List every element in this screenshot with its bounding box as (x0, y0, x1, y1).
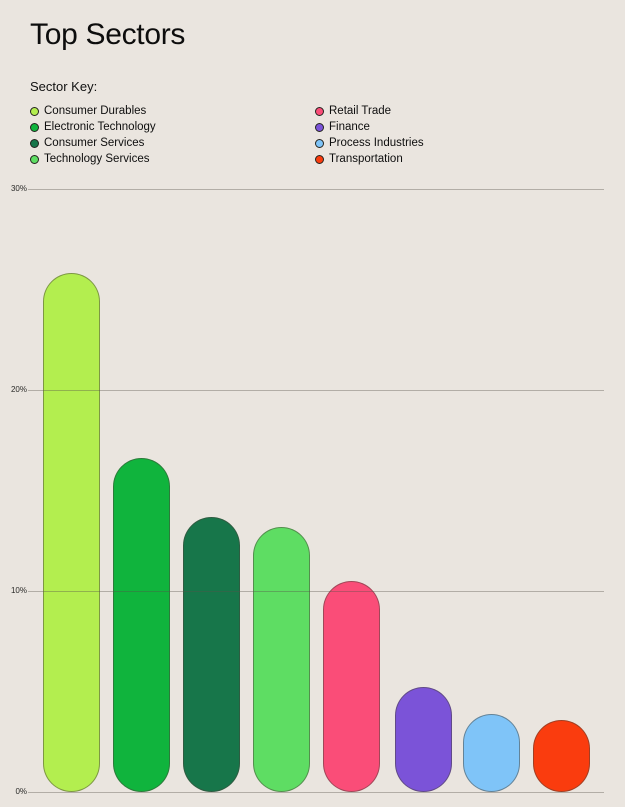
legend-item-label: Retail Trade (329, 105, 392, 117)
gridline-20pct (28, 389, 604, 391)
legend-item-transportation[interactable]: Transportation (315, 151, 424, 167)
legend-item-consumer-services[interactable]: Consumer Services (30, 135, 156, 151)
legend-item-label: Technology Services (44, 153, 150, 165)
bar-consumer-durables[interactable] (43, 273, 100, 792)
legend-item-label: Consumer Services (44, 137, 145, 149)
legend-item-label: Finance (329, 121, 370, 133)
bar-finance[interactable] (395, 687, 452, 792)
bar-electronic-technology[interactable] (113, 458, 170, 792)
legend-item-label: Electronic Technology (44, 121, 156, 133)
gridline-0pct (28, 791, 604, 793)
transportation-color-dot (315, 154, 324, 164)
legend-item-label: Process Industries (329, 137, 424, 149)
retail-trade-color-dot (315, 106, 324, 116)
legend-item-electronic-technology[interactable]: Electronic Technology (30, 119, 156, 135)
consumer-services-color-dot (30, 138, 39, 148)
legend-item-label: Consumer Durables (44, 105, 147, 117)
process-industries-color-dot (315, 138, 324, 148)
legend-item-finance[interactable]: Finance (315, 119, 424, 135)
legend-column-left: Consumer Durables Electronic Technology Co… (30, 103, 156, 167)
y-tick-label-30pct: 30% (10, 184, 27, 193)
legend-item-retail-trade[interactable]: Retail Trade (315, 103, 424, 119)
legend-item-process-industries[interactable]: Process Industries (315, 135, 424, 151)
gridline-30pct (28, 188, 604, 190)
bar-process-industries[interactable] (463, 713, 520, 792)
legend-item-consumer-durables[interactable]: Consumer Durables (30, 103, 156, 119)
legend-item-technology-services[interactable]: Technology Services (30, 151, 156, 167)
bar-transportation[interactable] (533, 719, 590, 792)
electronic-technology-color-dot (30, 122, 39, 132)
legend-column-right: Retail Trade Finance Process Industries Tra… (315, 103, 424, 167)
technology-services-color-dot (30, 154, 39, 164)
consumer-durables-color-dot (30, 106, 39, 116)
legend-item-label: Transportation (329, 153, 403, 165)
y-tick-label-0pct: 0% (15, 787, 27, 796)
y-tick-label-10pct: 10% (10, 586, 27, 595)
bar-technology-services[interactable] (253, 526, 310, 792)
bar-consumer-services[interactable] (183, 516, 240, 792)
legend-title: Sector Key: (30, 79, 98, 94)
bar-retail-trade[interactable] (323, 580, 380, 792)
y-tick-label-20pct: 20% (10, 385, 27, 394)
gridline-10pct (28, 590, 604, 592)
page-title: Top Sectors (30, 18, 186, 51)
finance-color-dot (315, 122, 324, 132)
